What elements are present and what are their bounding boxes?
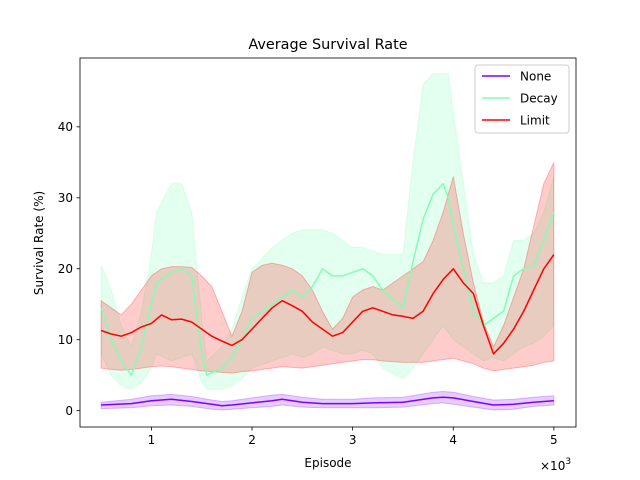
series-lines [100,182,555,407]
plot-frame [79,57,577,428]
x-tick-label: 1 [148,433,156,447]
x-axis-ticks: 1 2 3 4 5 [148,427,558,447]
y-tick-label: 20 [58,262,73,276]
decay-line [100,182,555,376]
x-axis-multiplier-base: ×10 [540,459,565,473]
x-axis-multiplier: ×103 [540,457,571,473]
none-band [100,390,555,411]
y-tick-label: 30 [58,191,73,205]
y-tick-label: 0 [65,404,73,418]
none-line [101,396,554,407]
x-tick-label: 4 [449,433,457,447]
x-tick-label: 2 [248,433,256,447]
x-tick-label: 3 [349,433,357,447]
legend-box [474,64,570,134]
legend: None Decay Limit [474,64,570,134]
limit-band [100,162,555,374]
y-axis-label: Survival Rate (%) [32,191,46,295]
none-legend-label: None [520,70,551,84]
limit-line [100,254,555,355]
limit-legend-label: Limit [520,114,550,128]
y-axis-ticks: 0 10 20 30 40 [58,120,80,418]
x-axis-multiplier-exponent: 3 [565,457,571,467]
decay-legend-label: Decay [520,92,558,106]
chart-title: Average Survival Rate [248,37,407,53]
y-tick-label: 10 [58,333,73,347]
x-axis-label: Episode [304,456,351,470]
decay-band [100,73,555,390]
y-tick-label: 40 [58,120,73,134]
x-tick-label: 5 [550,433,558,447]
